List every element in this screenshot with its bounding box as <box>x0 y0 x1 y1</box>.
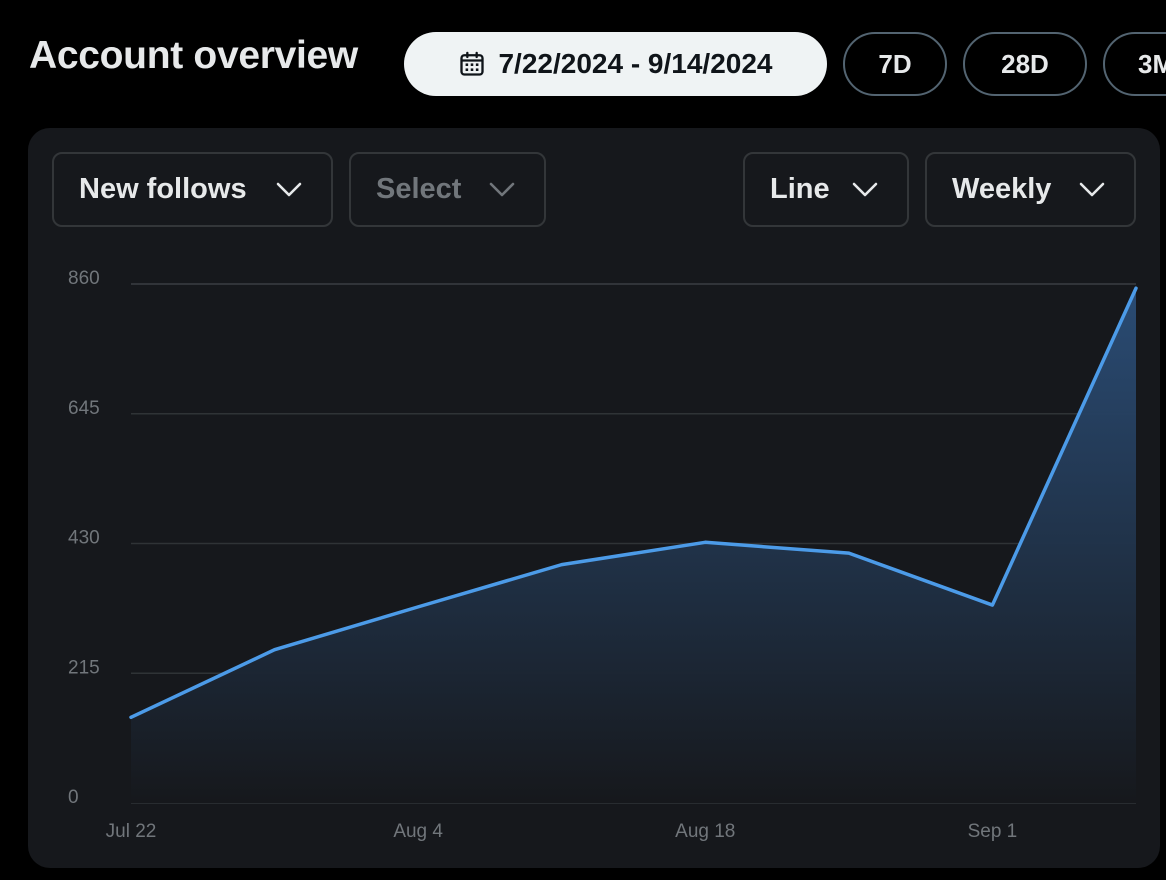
series-area <box>131 288 1136 803</box>
metric-dropdown[interactable]: New follows <box>52 152 333 227</box>
metric-dropdown-label: New follows <box>79 173 247 205</box>
data-point <box>1134 286 1138 290</box>
range-7d-button[interactable]: 7D <box>843 32 947 96</box>
interval-dropdown[interactable]: Weekly <box>925 152 1136 227</box>
chart-type-dropdown-label: Line <box>770 173 830 205</box>
chevron-down-icon <box>1079 182 1105 196</box>
compare-dropdown[interactable]: Select <box>349 152 546 227</box>
range-3m-button[interactable]: 3M <box>1103 32 1166 96</box>
x-tick-label: Aug 18 <box>675 821 735 842</box>
chart-card: New follows Select Line Weekly <box>28 128 1160 868</box>
y-tick-label: 645 <box>68 398 100 419</box>
chevron-down-icon <box>276 182 302 196</box>
range-28d-button[interactable]: 28D <box>963 32 1087 96</box>
calendar-icon <box>460 51 485 76</box>
date-range-label: 7/22/2024 - 9/14/2024 <box>498 48 773 79</box>
page-title: Account overview <box>29 34 358 77</box>
series-line <box>129 286 1138 720</box>
chevron-down-icon <box>489 182 515 196</box>
y-tick-label: 430 <box>68 528 100 549</box>
chart-type-dropdown[interactable]: Line <box>743 152 909 227</box>
date-range-button[interactable]: 7/22/2024 - 9/14/2024 <box>404 32 827 96</box>
chevron-down-icon <box>852 182 878 196</box>
data-point <box>416 605 420 609</box>
x-tick-label: Jul 22 <box>106 821 157 842</box>
interval-dropdown-label: Weekly <box>952 173 1052 205</box>
data-point <box>129 715 133 719</box>
data-point <box>703 540 707 544</box>
data-point <box>847 551 851 555</box>
compare-dropdown-label: Select <box>376 173 462 205</box>
data-point <box>560 563 564 567</box>
y-tick-label: 215 <box>68 657 100 678</box>
y-tick-label: 860 <box>68 268 100 289</box>
x-tick-label: Sep 1 <box>968 821 1018 842</box>
line-chart: 0 215 430 645 860 Jul 22 Aug 4 Aug 18 Sep 1 <box>68 268 1138 842</box>
x-tick-label: Aug 4 <box>393 821 443 842</box>
data-point <box>990 603 994 607</box>
data-point <box>273 648 277 652</box>
y-tick-label: 0 <box>68 787 79 808</box>
